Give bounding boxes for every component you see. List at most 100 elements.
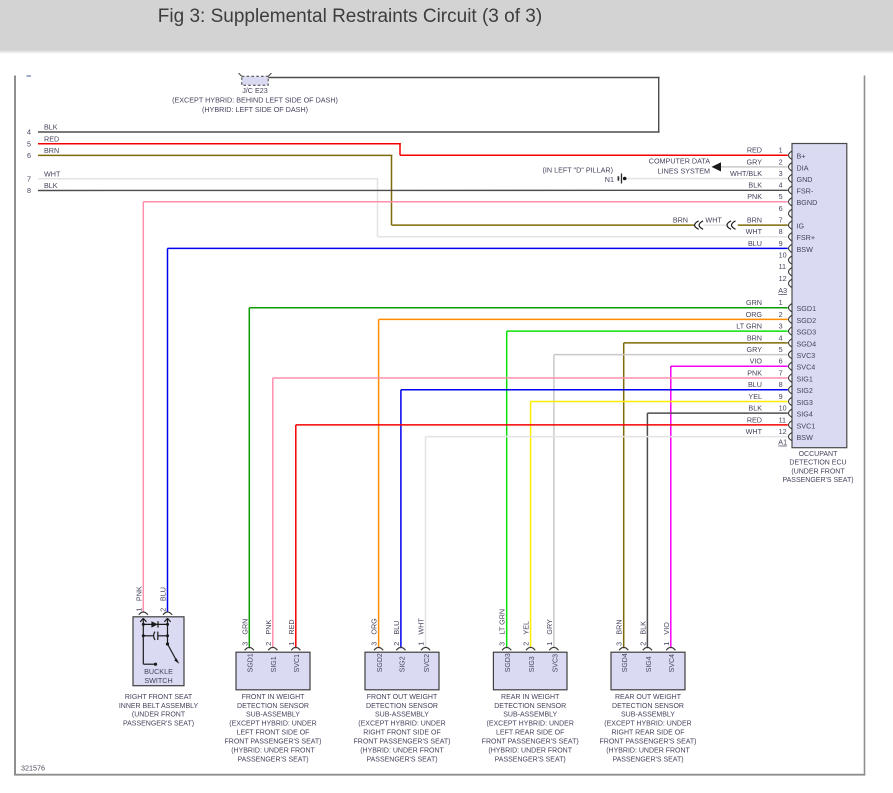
svg-text:DETECTION SENSOR: DETECTION SENSOR bbox=[494, 703, 566, 710]
svg-text:9: 9 bbox=[779, 392, 783, 401]
svg-text:3: 3 bbox=[370, 642, 379, 646]
svg-text:LEFT FRONT SIDE OF: LEFT FRONT SIDE OF bbox=[237, 730, 310, 737]
svg-text:3: 3 bbox=[779, 169, 783, 178]
svg-text:PNK: PNK bbox=[134, 586, 143, 601]
svg-text:LEFT REAR SIDE OF: LEFT REAR SIDE OF bbox=[496, 730, 564, 737]
svg-text:PASSENGER'S SEAT): PASSENGER'S SEAT) bbox=[495, 757, 566, 764]
svg-text:321576: 321576 bbox=[21, 764, 45, 773]
svg-text:REAR OUT WEIGHT: REAR OUT WEIGHT bbox=[615, 694, 682, 701]
svg-text:PASSENGER'S SEAT): PASSENGER'S SEAT) bbox=[612, 757, 683, 764]
svg-text:(UNDER FRONT: (UNDER FRONT bbox=[791, 468, 845, 475]
svg-text:VIO: VIO bbox=[662, 622, 671, 635]
svg-text:FRONT PASSENGER'S SEAT): FRONT PASSENGER'S SEAT) bbox=[482, 739, 579, 746]
svg-text:2: 2 bbox=[779, 310, 783, 319]
svg-text:SVC4: SVC4 bbox=[669, 654, 676, 672]
svg-text:FRONT PASSENGER'S SEAT): FRONT PASSENGER'S SEAT) bbox=[224, 739, 321, 746]
svg-text:8: 8 bbox=[779, 380, 783, 389]
svg-text:Fig 3: Supplemental Restraints: Fig 3: Supplemental Restraints Circuit (… bbox=[158, 6, 542, 27]
svg-text:2: 2 bbox=[522, 642, 531, 646]
svg-text:4: 4 bbox=[779, 181, 783, 190]
svg-text:(EXCEPT HYBRID: UNDER: (EXCEPT HYBRID: UNDER bbox=[487, 721, 574, 728]
svg-text:GRY: GRY bbox=[747, 157, 763, 166]
svg-text:WHT: WHT bbox=[44, 169, 61, 178]
svg-text:1: 1 bbox=[545, 642, 554, 646]
svg-text:2: 2 bbox=[779, 157, 783, 166]
svg-text:SUB-ASSEMBLY: SUB-ASSEMBLY bbox=[621, 712, 675, 719]
svg-text:N1: N1 bbox=[605, 175, 614, 184]
svg-text:YEL: YEL bbox=[748, 392, 762, 401]
svg-text:LINES SYSTEM: LINES SYSTEM bbox=[658, 167, 710, 176]
svg-text:SGD2: SGD2 bbox=[797, 316, 817, 325]
svg-text:PNK: PNK bbox=[747, 368, 762, 377]
svg-text:BSW: BSW bbox=[797, 433, 814, 442]
svg-text:RED: RED bbox=[747, 146, 762, 155]
svg-text:BLK: BLK bbox=[748, 404, 762, 413]
svg-text:GND: GND bbox=[797, 175, 813, 184]
svg-text:(UNDER FRONT: (UNDER FRONT bbox=[132, 712, 186, 719]
svg-text:1: 1 bbox=[662, 642, 671, 646]
svg-text:VIO: VIO bbox=[750, 357, 763, 366]
svg-text:BGND: BGND bbox=[797, 198, 818, 207]
svg-text:3: 3 bbox=[240, 642, 249, 646]
svg-text:BUCKLE: BUCKLE bbox=[144, 667, 173, 676]
svg-text:BRN: BRN bbox=[44, 146, 59, 155]
svg-text:SGD2: SGD2 bbox=[377, 653, 384, 672]
svg-text:(EXCEPT HYBRID: UNDER: (EXCEPT HYBRID: UNDER bbox=[358, 721, 445, 728]
svg-text:5: 5 bbox=[27, 139, 31, 148]
svg-text:SVC3: SVC3 bbox=[552, 654, 559, 672]
svg-text:BRN: BRN bbox=[747, 333, 762, 342]
svg-text:SGD4: SGD4 bbox=[797, 339, 817, 348]
svg-text:DETECTION SENSOR: DETECTION SENSOR bbox=[612, 703, 684, 710]
svg-text:ORG: ORG bbox=[746, 310, 763, 319]
svg-text:BRN: BRN bbox=[673, 215, 688, 224]
svg-text:FRONT OUT WEIGHT: FRONT OUT WEIGHT bbox=[367, 694, 438, 701]
svg-text:GRY: GRY bbox=[545, 619, 554, 635]
svg-text:FSR-: FSR- bbox=[797, 187, 814, 196]
svg-text:BLU: BLU bbox=[748, 239, 762, 248]
svg-text:SUB-ASSEMBLY: SUB-ASSEMBLY bbox=[503, 712, 557, 719]
svg-text:BLU: BLU bbox=[748, 380, 762, 389]
svg-text:5: 5 bbox=[779, 192, 783, 201]
svg-text:(IN LEFT "D" PILLAR): (IN LEFT "D" PILLAR) bbox=[543, 166, 613, 175]
svg-text:SIG3: SIG3 bbox=[797, 398, 813, 407]
svg-text:DETECTION ECU: DETECTION ECU bbox=[789, 460, 846, 467]
svg-text:SIG4: SIG4 bbox=[646, 656, 653, 672]
svg-text:YEL: YEL bbox=[522, 621, 531, 635]
svg-text:INNER BELT ASSEMBLY: INNER BELT ASSEMBLY bbox=[119, 703, 199, 710]
svg-text:GRN: GRN bbox=[746, 298, 762, 307]
svg-text:11: 11 bbox=[779, 262, 786, 271]
svg-text:(HYBRID: UNDER FRONT: (HYBRID: UNDER FRONT bbox=[360, 748, 444, 755]
svg-text:9: 9 bbox=[779, 239, 783, 248]
svg-text:7: 7 bbox=[779, 368, 783, 377]
svg-text:1: 1 bbox=[417, 642, 426, 646]
svg-text:SIG3: SIG3 bbox=[529, 656, 536, 672]
svg-text:BLK: BLK bbox=[638, 621, 647, 635]
svg-text:SGD3: SGD3 bbox=[797, 328, 817, 337]
svg-text:2: 2 bbox=[638, 642, 647, 646]
svg-text:BLK: BLK bbox=[44, 181, 58, 190]
svg-text:SUB-ASSEMBLY: SUB-ASSEMBLY bbox=[375, 712, 429, 719]
svg-text:FSR+: FSR+ bbox=[797, 233, 816, 242]
svg-text:12: 12 bbox=[779, 427, 787, 436]
svg-text:8: 8 bbox=[27, 186, 31, 195]
svg-text:2: 2 bbox=[159, 608, 168, 612]
svg-text:8: 8 bbox=[779, 227, 783, 236]
svg-text:3: 3 bbox=[615, 642, 624, 646]
svg-text:WHT: WHT bbox=[705, 215, 722, 224]
svg-text:RIGHT REAR SIDE OF: RIGHT REAR SIDE OF bbox=[612, 730, 685, 737]
svg-text:7: 7 bbox=[779, 216, 783, 225]
svg-text:SVC1: SVC1 bbox=[797, 421, 816, 430]
svg-text:RIGHT FRONT SEAT: RIGHT FRONT SEAT bbox=[125, 694, 193, 701]
svg-text:ORG: ORG bbox=[370, 618, 379, 635]
svg-text:1: 1 bbox=[779, 146, 783, 155]
svg-text:2: 2 bbox=[264, 642, 273, 646]
svg-text:LT GRN: LT GRN bbox=[498, 609, 507, 635]
svg-text:SIG2: SIG2 bbox=[797, 386, 813, 395]
svg-text:WHT/BLK: WHT/BLK bbox=[730, 169, 762, 178]
svg-text:(EXCEPT HYBRID: UNDER: (EXCEPT HYBRID: UNDER bbox=[604, 721, 691, 728]
svg-text:BRN: BRN bbox=[747, 215, 762, 224]
svg-text:RED: RED bbox=[747, 415, 762, 424]
svg-text:1: 1 bbox=[134, 608, 143, 612]
svg-text:4: 4 bbox=[27, 128, 31, 137]
svg-text:B+: B+ bbox=[797, 152, 806, 161]
